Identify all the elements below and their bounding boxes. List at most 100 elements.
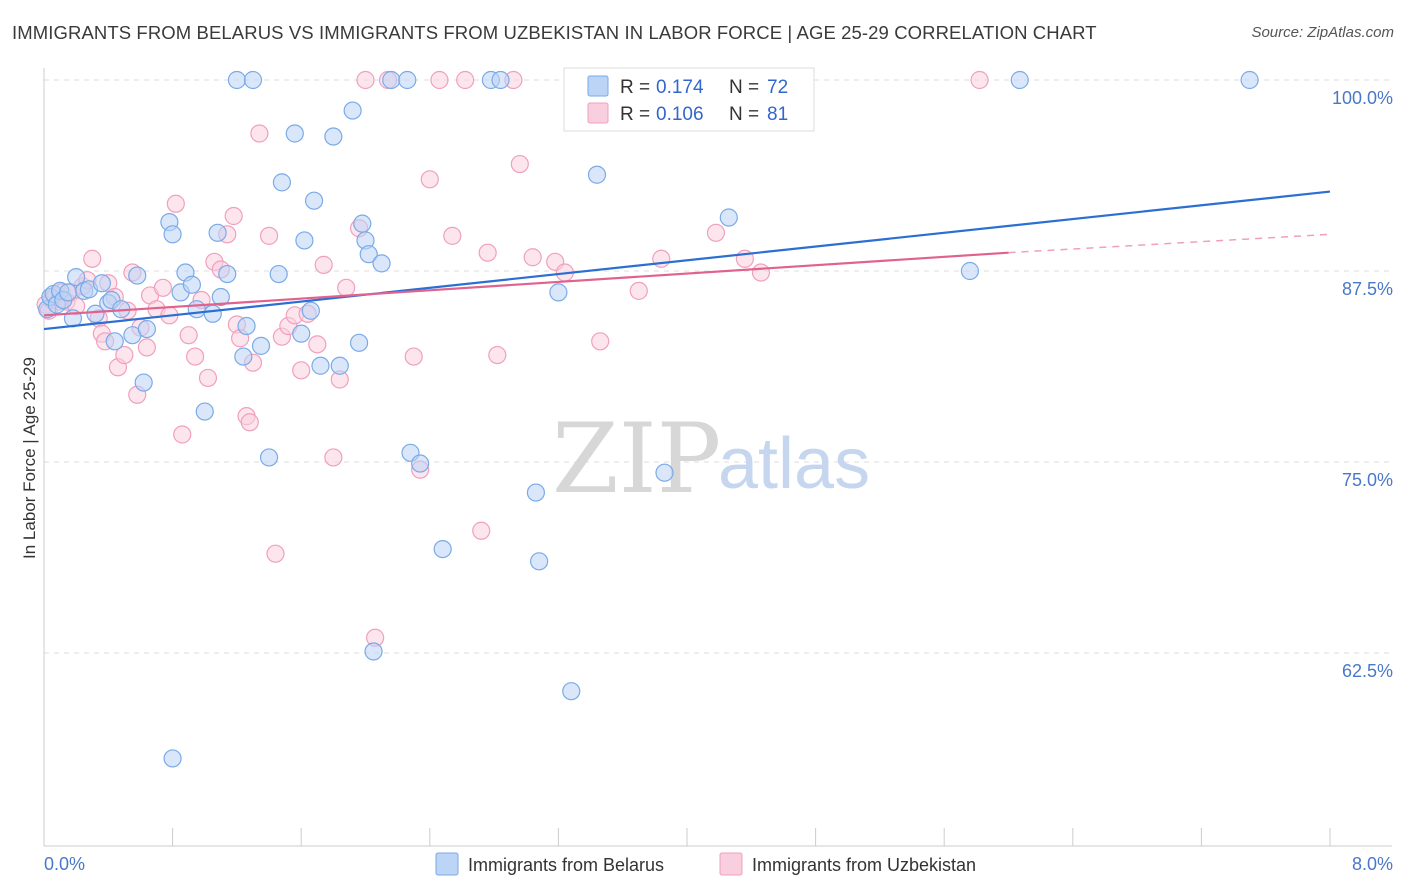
point-belarus (364, 642, 383, 661)
point-belarus (86, 304, 105, 323)
point-uzbekistan (224, 206, 243, 226)
point-uzbekistan (308, 335, 327, 354)
point-belarus (301, 301, 320, 320)
point-uzbekistan (404, 347, 423, 366)
point-belarus (59, 283, 78, 302)
point-belarus (526, 483, 545, 502)
point-uzbekistan (153, 278, 173, 297)
point-uzbekistan (324, 448, 343, 467)
point-uzbekistan (166, 194, 185, 213)
point-belarus (530, 552, 549, 571)
point-uzbekistan (472, 521, 491, 540)
y-axis-label: In Labor Force | Age 25-29 (20, 357, 39, 559)
point-belarus (1010, 70, 1029, 90)
point-uzbekistan (292, 361, 311, 380)
legend-n-label-belarus: N = (729, 77, 759, 98)
point-belarus (269, 264, 288, 284)
point-uzbekistan (591, 332, 610, 351)
point-uzbekistan (259, 226, 279, 245)
point-belarus (187, 300, 206, 319)
x-tick-label-max: 8.0% (1352, 854, 1393, 874)
point-belarus (285, 124, 304, 143)
point-belarus (163, 749, 182, 768)
point-uzbekistan (970, 70, 989, 90)
point-belarus (128, 266, 147, 285)
point-belarus (330, 356, 349, 375)
watermark-zip: ZIP (552, 403, 721, 515)
point-uzbekistan (478, 243, 497, 262)
point-uzbekistan (751, 263, 771, 282)
point-belarus (67, 268, 86, 287)
point-belarus (353, 214, 372, 233)
legend-n-label-uzbekistan: N = (729, 104, 759, 125)
point-belarus (92, 274, 111, 293)
series-belarus-points (38, 70, 1259, 768)
point-belarus (562, 682, 581, 701)
trendlines (43, 190, 1331, 331)
point-uzbekistan (250, 124, 269, 143)
watermark-atlas: atlas (718, 424, 870, 504)
series-uzbekistan-points (36, 70, 989, 647)
series-legend: Immigrants from Belarus Immigrants from … (435, 852, 976, 876)
point-belarus (211, 287, 230, 307)
point-belarus (195, 402, 214, 421)
y-tick-label: 100.0% (1332, 88, 1393, 108)
point-uzbekistan (115, 345, 134, 365)
trendline-uzbekistan-extension (1008, 233, 1331, 254)
point-uzbekistan (314, 255, 333, 274)
point-belarus (359, 245, 378, 264)
point-belarus (234, 347, 253, 366)
watermark: ZIP atlas (552, 403, 870, 515)
point-uzbekistan (266, 544, 285, 563)
legend-r-label-belarus: R = (620, 77, 650, 98)
point-uzbekistan (523, 248, 542, 267)
point-belarus (272, 173, 292, 192)
bottom-legend-swatch-uzbekistan (719, 852, 743, 876)
point-belarus (137, 319, 156, 339)
point-belarus (105, 332, 124, 351)
legend-r-value-belarus: 0.174 (656, 77, 704, 98)
point-belarus (382, 70, 401, 90)
point-belarus (208, 223, 227, 242)
point-uzbekistan (173, 425, 192, 444)
point-belarus (1240, 70, 1259, 90)
point-belarus (719, 208, 738, 227)
bottom-legend-swatch-belarus (435, 852, 459, 876)
point-uzbekistan (198, 368, 218, 388)
point-belarus (243, 70, 263, 90)
point-belarus (134, 373, 153, 392)
point-uzbekistan (488, 345, 507, 365)
point-belarus (324, 127, 343, 146)
point-belarus (203, 304, 222, 323)
point-uzbekistan (430, 70, 449, 90)
legend-n-value-uzbekistan: 81 (767, 104, 788, 125)
trendline-belarus (43, 190, 1331, 331)
point-belarus (960, 261, 980, 281)
point-belarus (163, 225, 182, 244)
legend-swatch-uzbekistan (587, 102, 609, 124)
source-credit: Source: ZipAtlas.com (1251, 24, 1394, 41)
correlation-legend: R = 0.174 N = 72 R = 0.106 N = 81 (563, 67, 815, 132)
point-belarus (372, 254, 391, 273)
point-uzbekistan (443, 226, 462, 245)
point-uzbekistan (420, 170, 439, 189)
point-belarus (311, 356, 330, 375)
point-uzbekistan (706, 223, 726, 242)
point-belarus (433, 539, 452, 559)
legend-r-label-uzbekistan: R = (620, 104, 650, 125)
y-ticks: 100.0% 87.5% 75.0% 62.5% (1332, 88, 1393, 681)
bottom-legend-label-uzbekistan: Immigrants from Uzbekistan (752, 855, 976, 875)
point-uzbekistan (240, 413, 259, 432)
point-uzbekistan (456, 70, 475, 90)
chart-title: IMMIGRANTS FROM BELARUS VS IMMIGRANTS FR… (12, 22, 1097, 43)
point-belarus (218, 264, 237, 284)
point-uzbekistan (629, 281, 648, 300)
point-uzbekistan (337, 278, 356, 297)
point-belarus (343, 101, 362, 120)
point-uzbekistan (179, 326, 198, 345)
point-belarus (398, 70, 417, 90)
bottom-legend-label-belarus: Immigrants from Belarus (468, 855, 664, 875)
point-belarus (655, 463, 674, 482)
point-belarus (491, 70, 510, 90)
point-belarus (237, 316, 256, 336)
